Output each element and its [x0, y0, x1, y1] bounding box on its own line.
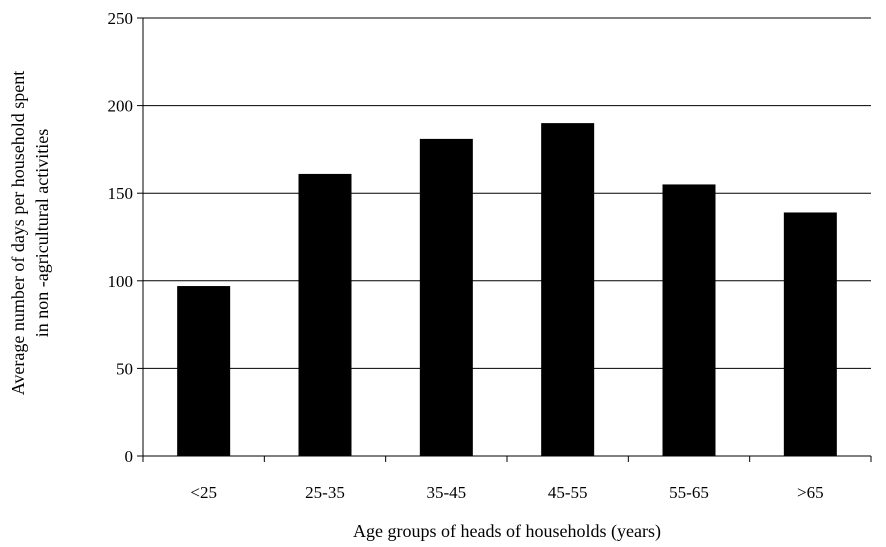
y-axis-ticks: 0 50 100 150 200 250 — [108, 9, 143, 466]
x-tick-label-2: 35-45 — [426, 483, 466, 502]
y-tick-label-200: 200 — [108, 97, 134, 116]
y-tick-label-0: 0 — [125, 447, 134, 466]
y-axis-title-line-1: Average number of days per household spe… — [8, 71, 28, 396]
x-tick-label-4: 55-65 — [669, 483, 709, 502]
x-tick-label-1: 25-35 — [305, 483, 345, 502]
y-axis-title: Average number of days per household spe… — [8, 71, 52, 396]
bar-1 — [298, 173, 352, 457]
bar-2 — [419, 138, 473, 456]
x-axis-title: Age groups of heads of households (years… — [353, 521, 661, 542]
x-tick-label-5: >65 — [797, 483, 824, 502]
y-tick-label-100: 100 — [108, 272, 134, 291]
bar-0 — [177, 286, 231, 456]
y-tick-label-150: 150 — [108, 184, 134, 203]
x-tick-label-0: <25 — [190, 483, 217, 502]
gridlines — [143, 17, 871, 369]
bar-3 — [541, 123, 595, 457]
bars — [177, 123, 837, 457]
y-axis-title-line-2: in non -agricultural activities — [32, 129, 52, 337]
y-tick-label-50: 50 — [116, 359, 133, 378]
x-tick-label-3: 45-55 — [548, 483, 588, 502]
y-tick-label-250: 250 — [108, 9, 134, 28]
bar-5 — [783, 212, 837, 456]
x-axis-ticks: <25 25-35 35-45 45-55 55-65 >65 — [142, 456, 872, 502]
bar-4 — [662, 184, 716, 456]
axes — [142, 18, 871, 457]
